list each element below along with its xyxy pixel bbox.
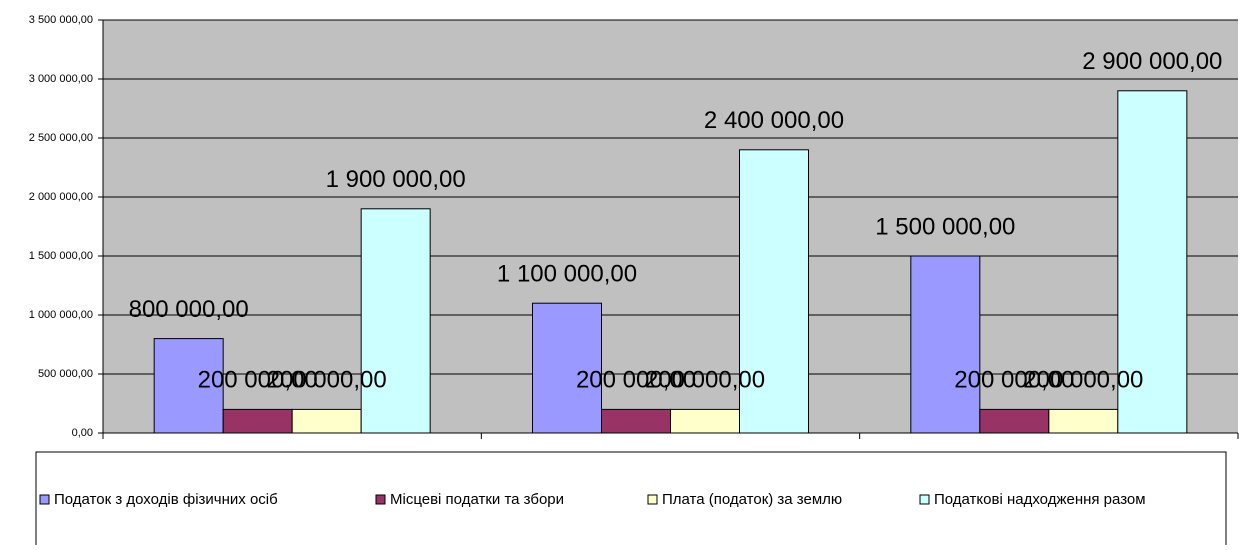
y-tick-label: 3 500 000,00 bbox=[29, 14, 93, 26]
legend-swatch bbox=[919, 494, 930, 505]
value-label: 1 900 000,00 bbox=[326, 166, 466, 193]
bar bbox=[360, 208, 431, 434]
bar bbox=[670, 408, 740, 434]
value-label: 2 900 000,00 bbox=[1082, 48, 1222, 75]
legend-label: Місцеві податки та збори bbox=[390, 491, 564, 508]
value-label: 2 400 000,00 bbox=[704, 107, 844, 134]
value-label: 1 500 000,00 bbox=[875, 213, 1015, 240]
bar bbox=[979, 408, 1050, 434]
bar bbox=[601, 408, 671, 434]
value-label: 800 000,00 bbox=[129, 296, 249, 323]
legend-box bbox=[35, 451, 1227, 550]
plot-area bbox=[103, 20, 1238, 433]
value-label: 200 000,00 bbox=[645, 367, 765, 394]
y-tick-label: 2 000 000,00 bbox=[29, 191, 93, 203]
legend-swatch bbox=[647, 494, 658, 505]
legend-label: Податок з доходів фізичних осіб bbox=[54, 491, 278, 508]
legend-label: Податкові надходження разом bbox=[934, 491, 1146, 508]
value-label: 200 000,00 bbox=[198, 367, 318, 394]
value-label: 200 000,00 bbox=[267, 367, 387, 394]
y-tick-label: 500 000,00 bbox=[38, 368, 93, 380]
legend-swatch bbox=[39, 494, 50, 505]
y-tick-label: 2 500 000,00 bbox=[29, 132, 93, 144]
bar bbox=[532, 302, 602, 434]
legend-label: Плата (податок) за землю bbox=[662, 491, 842, 508]
y-tick-label: 3 000 000,00 bbox=[29, 73, 93, 85]
value-label: 1 100 000,00 bbox=[497, 261, 637, 288]
value-label: 200 000,00 bbox=[576, 367, 696, 394]
y-tick-label: 1 000 000,00 bbox=[29, 309, 93, 321]
value-label: 200 000,00 bbox=[954, 367, 1074, 394]
bar bbox=[222, 408, 293, 434]
y-tick-label: 1 500 000,00 bbox=[29, 250, 93, 262]
bar bbox=[910, 255, 981, 434]
bar bbox=[739, 149, 809, 434]
y-tick-label: 0,00 bbox=[72, 427, 93, 439]
legend-swatch bbox=[375, 494, 386, 505]
bar bbox=[1048, 408, 1119, 434]
bar bbox=[1117, 90, 1188, 434]
value-label: 200 000,00 bbox=[1023, 367, 1143, 394]
bar bbox=[291, 408, 362, 434]
bar bbox=[153, 338, 224, 434]
